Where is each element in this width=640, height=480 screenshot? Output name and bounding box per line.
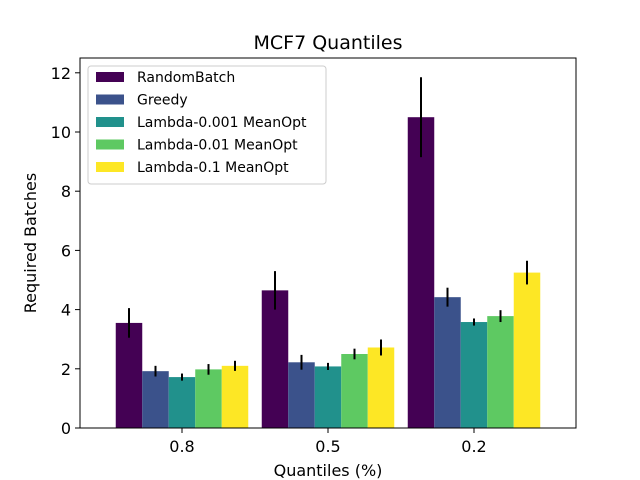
bar-4-2: [513, 272, 541, 428]
legend-swatch-2: [96, 117, 124, 127]
legend-label-4: Lambda-0.1 MeanOpt: [137, 160, 289, 176]
y-tick-label: 4: [61, 301, 71, 320]
error-bars-group: [128, 77, 528, 381]
y-tick-label: 12: [51, 64, 71, 83]
legend-label-2: Lambda-0.001 MeanOpt: [137, 115, 307, 131]
bar-3-1: [341, 354, 368, 428]
legend-swatch-1: [96, 94, 124, 105]
legend: RandomBatch Greedy Lambda-0.001 MeanOpt Lam…: [87, 65, 327, 185]
y-tick-label: 8: [61, 182, 71, 201]
bar-2-2: [460, 322, 488, 428]
bar-1-2: [434, 297, 461, 428]
y-tick-label: 6: [61, 241, 71, 260]
bar-3-2: [487, 316, 514, 428]
legend-swatch-0: [96, 72, 124, 82]
chart-title: MCF7 Quantiles: [254, 32, 403, 54]
legend-swatch-3: [96, 139, 124, 150]
y-axis: 0 2 4 6 8 10 12: [51, 64, 80, 438]
legend-label-1: Greedy: [137, 93, 188, 109]
y-tick-label: 0: [61, 419, 71, 438]
x-axis-label: Quantiles (%): [274, 461, 383, 480]
y-tick-label: 2: [61, 360, 71, 379]
y-axis-label: Required Batches: [21, 173, 40, 313]
bar-3-0: [195, 369, 222, 428]
x-axis: 0.8 0.5 0.2: [169, 428, 487, 456]
bars-group: [115, 117, 541, 428]
bar-4-0: [221, 365, 249, 428]
bar-0-0: [115, 322, 143, 428]
bar-2-1: [314, 366, 342, 428]
legend-frame: [87, 65, 327, 185]
bar-0-2: [407, 117, 435, 428]
legend-swatch-4: [96, 162, 124, 172]
legend-label-0: RandomBatch: [137, 70, 235, 86]
bar-0-1: [261, 290, 289, 428]
y-tick-label: 10: [51, 123, 71, 142]
x-tick-label: 0.2: [461, 437, 486, 456]
bar-1-0: [142, 371, 169, 428]
legend-label-3: Lambda-0.01 MeanOpt: [137, 138, 298, 154]
x-tick-label: 0.8: [169, 437, 194, 456]
bar-2-0: [168, 377, 196, 428]
bar-1-1: [288, 362, 315, 428]
bar-4-1: [367, 347, 395, 428]
x-tick-label: 0.5: [315, 437, 340, 456]
